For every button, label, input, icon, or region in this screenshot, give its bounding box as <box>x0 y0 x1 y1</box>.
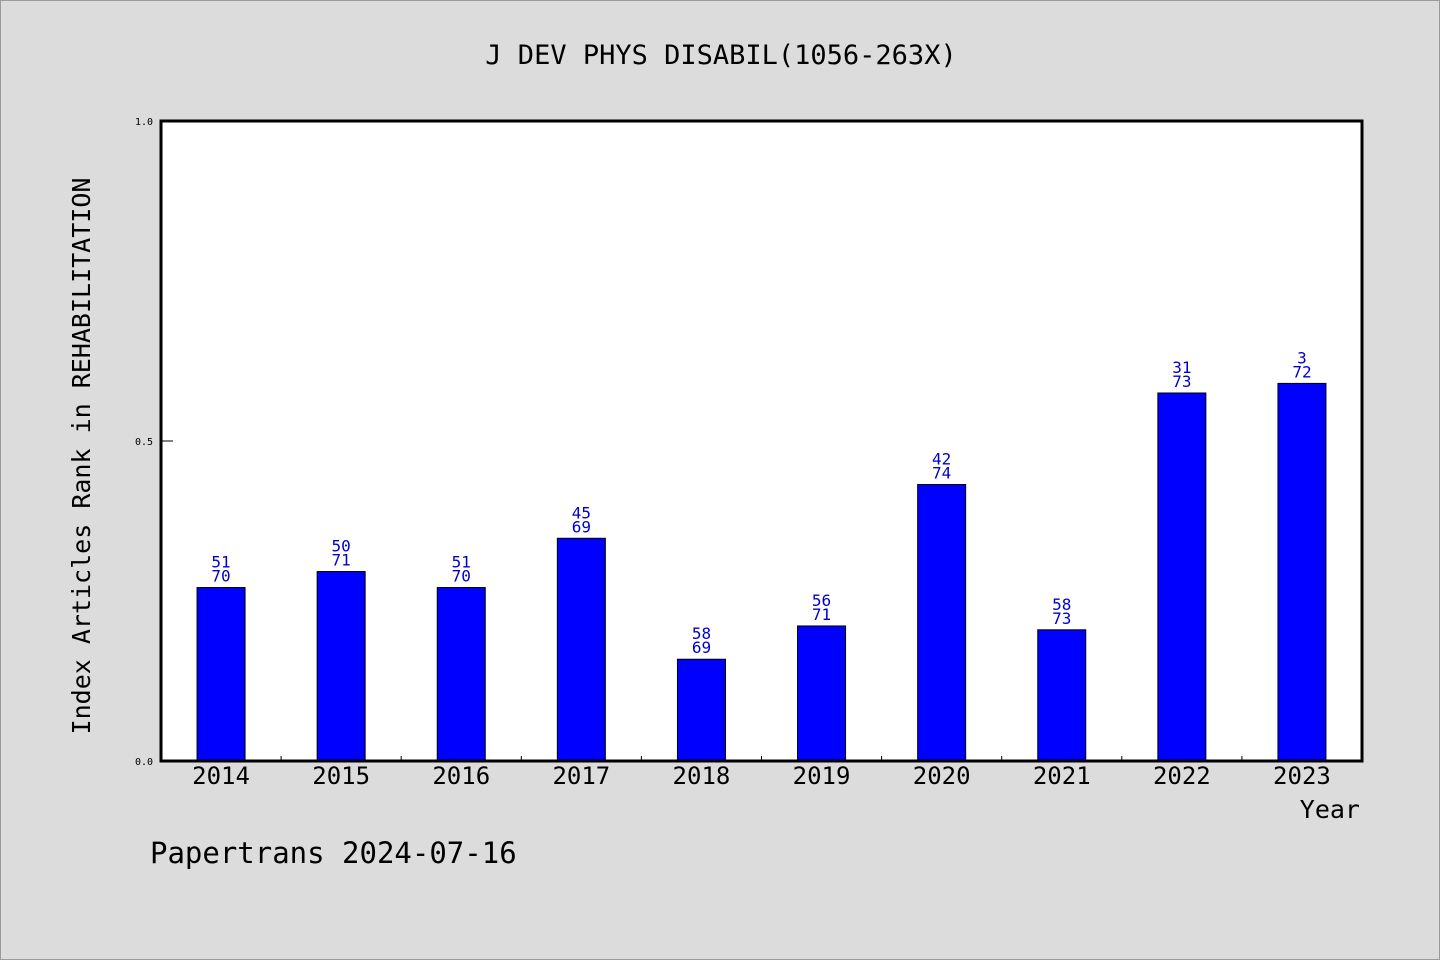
x-tick-label-2020: 2020 <box>913 762 971 790</box>
y-axis: 0.0 0.5 1.0 <box>135 117 173 768</box>
bar-2020 <box>917 484 967 762</box>
bar-2016 <box>436 587 486 762</box>
bar-label-total-2019: 71 <box>812 605 831 624</box>
bar-label-total-2018: 69 <box>692 638 711 657</box>
bar-label-rank-2018: 58 <box>692 624 711 643</box>
bar-2019 <box>797 625 847 762</box>
x-tick-label-2016: 2016 <box>432 762 490 790</box>
bar-2014 <box>196 587 246 762</box>
bar-label-rank-2016: 51 <box>452 553 471 572</box>
bar-label-rank-2023: 3 <box>1297 348 1307 367</box>
bar-label-rank-2015: 50 <box>332 537 351 556</box>
bar-label-total-2014: 70 <box>211 567 230 586</box>
x-tick-label-2022: 2022 <box>1153 762 1211 790</box>
bar-label-rank-2014: 51 <box>211 553 230 572</box>
x-tick-label-2014: 2014 <box>192 762 250 790</box>
bar-label-total-2020: 74 <box>932 464 951 483</box>
y-tick-label: 0.0 <box>135 757 153 768</box>
x-axis-label: Year <box>1300 795 1360 824</box>
bar-label-rank-2020: 42 <box>932 450 951 469</box>
bar-label-rank-2022: 31 <box>1172 358 1191 377</box>
bar-label-total-2015: 71 <box>332 551 351 570</box>
x-tick-label-2023: 2023 <box>1273 762 1331 790</box>
bar-label-rank-2017: 45 <box>572 503 591 522</box>
bar-2022 <box>1157 392 1207 762</box>
footer-date-stamp: Papertrans 2024-07-16 <box>150 836 517 870</box>
bars-group <box>196 382 1327 762</box>
x-tick-label-2019: 2019 <box>793 762 851 790</box>
bar-label-total-2023: 72 <box>1292 362 1311 381</box>
x-tick-label-2018: 2018 <box>673 762 731 790</box>
x-tick-label-2015: 2015 <box>312 762 370 790</box>
bar-2015 <box>316 571 366 762</box>
bar-label-rank-2019: 56 <box>812 591 831 610</box>
y-tick-label: 1.0 <box>135 117 153 128</box>
x-tick-label-2021: 2021 <box>1033 762 1091 790</box>
x-axis: 2014 2015 2016 2017 2018 2019 2020 2021 2022 2023 <box>192 756 1331 790</box>
bar-2018 <box>676 658 726 762</box>
bar-label-total-2022: 73 <box>1172 372 1191 391</box>
y-axis-label: Index Articles Rank in REHABILITATION <box>67 178 96 735</box>
chart-title: J DEV PHYS DISABIL(1056-263X) <box>485 40 956 71</box>
bar-2023 <box>1277 382 1327 762</box>
bar-2021 <box>1037 629 1087 762</box>
bar-2017 <box>556 537 606 762</box>
bar-label-total-2017: 69 <box>572 517 591 536</box>
bar-label-rank-2021: 58 <box>1052 595 1071 614</box>
bar-label-total-2021: 73 <box>1052 609 1071 628</box>
bar-label-total-2016: 70 <box>452 567 471 586</box>
x-tick-label-2017: 2017 <box>552 762 610 790</box>
y-tick-label: 0.5 <box>135 437 153 448</box>
